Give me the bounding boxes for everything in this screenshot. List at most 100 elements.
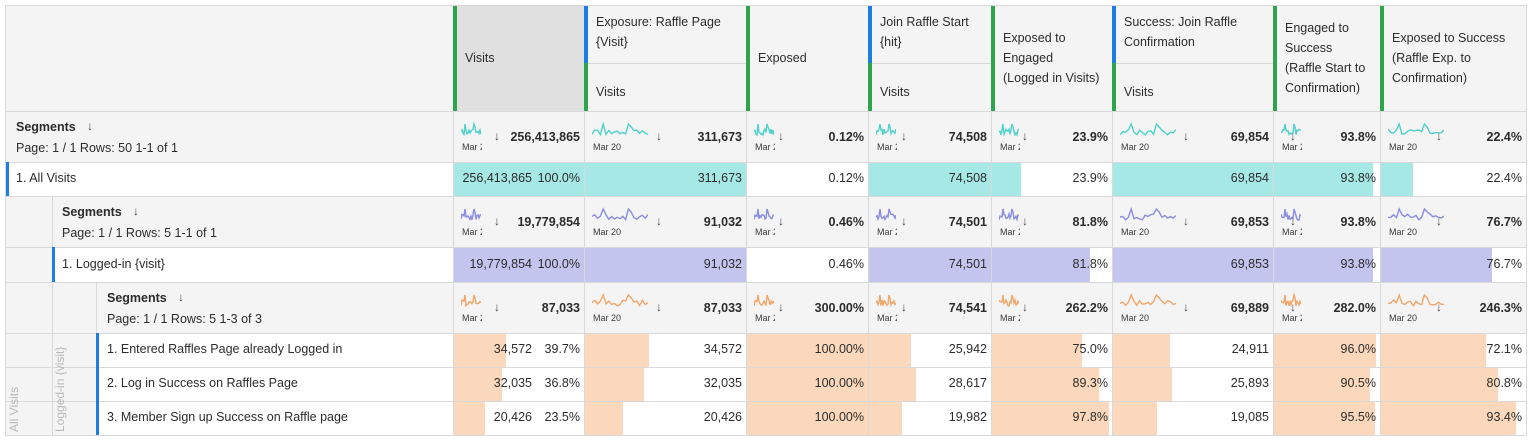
value-bar xyxy=(869,402,902,435)
cell-value: 256,413,865 xyxy=(462,171,532,185)
column-total: 69,854 xyxy=(1230,130,1269,144)
sort-arrow-icon[interactable]: ↓ xyxy=(494,129,500,143)
value-bar xyxy=(585,163,746,196)
sparkline[interactable] xyxy=(461,206,481,224)
sparkline[interactable] xyxy=(1388,121,1444,139)
cell-value: 81.8% xyxy=(1072,256,1108,271)
segments-title[interactable]: Segments xyxy=(16,120,76,134)
value-bar xyxy=(992,402,1109,435)
sparkline[interactable] xyxy=(999,121,1019,139)
sparkline[interactable] xyxy=(1281,121,1301,139)
value-bar xyxy=(1381,248,1492,282)
sort-arrow-icon[interactable]: ↓ xyxy=(656,214,662,228)
sort-arrow-icon[interactable]: ↓ xyxy=(494,300,500,314)
pagination-info[interactable]: Page: 1 / 1 Rows: 50 1-1 of 1 xyxy=(16,141,178,155)
sort-arrow-icon[interactable]: ↓ xyxy=(656,129,662,143)
row-label[interactable]: 1. Logged-in {visit} xyxy=(62,256,165,271)
sort-arrow-icon[interactable]: ↓ xyxy=(178,290,184,304)
sort-arrow-icon[interactable]: ↓ xyxy=(901,129,907,143)
column-segment-title[interactable]: Exposure: Raffle Page {Visit} xyxy=(596,15,721,49)
cell-value: 100.00% xyxy=(814,376,864,390)
sparkline[interactable] xyxy=(1388,292,1444,310)
sparkline[interactable] xyxy=(876,206,896,224)
column-segment-title[interactable]: Join Raffle Start {hit} xyxy=(880,15,969,49)
sparkline[interactable] xyxy=(1281,292,1301,310)
sparkline-date: Mar 20 xyxy=(1121,313,1150,323)
column-drag-handle[interactable] xyxy=(453,5,457,111)
grid-line xyxy=(5,196,1526,197)
sort-arrow-icon[interactable]: ↓ xyxy=(494,214,500,228)
sparkline[interactable] xyxy=(461,292,481,310)
column-metric-title[interactable]: Visits xyxy=(880,85,910,99)
sort-arrow-icon[interactable]: ↓ xyxy=(1183,214,1189,228)
sort-arrow-icon[interactable]: ↓ xyxy=(1290,300,1296,314)
sort-arrow-icon[interactable]: ↓ xyxy=(778,214,784,228)
value-bar xyxy=(454,248,584,282)
sort-arrow-icon[interactable]: ↓ xyxy=(656,300,662,314)
column-segment-title[interactable]: Success: Join Raffle Confirmation xyxy=(1124,15,1238,49)
sparkline-date: Mar 20 xyxy=(593,142,622,152)
sort-arrow-icon[interactable]: ↓ xyxy=(778,129,784,143)
column-drag-handle[interactable] xyxy=(991,5,995,111)
sparkline[interactable] xyxy=(754,292,774,310)
sort-arrow-icon[interactable]: ↓ xyxy=(1436,129,1442,143)
sparkline[interactable] xyxy=(1120,292,1176,310)
divider xyxy=(1116,63,1273,64)
sort-arrow-icon[interactable]: ↓ xyxy=(1290,214,1296,228)
column-drag-handle[interactable] xyxy=(746,5,750,111)
column-metric-title[interactable]: Visits xyxy=(465,51,495,65)
sparkline[interactable] xyxy=(876,292,896,310)
sparkline-date: Mar 20 xyxy=(1389,142,1418,152)
sparkline[interactable] xyxy=(592,206,648,224)
sparkline[interactable] xyxy=(1281,206,1301,224)
column-drag-handle[interactable] xyxy=(1380,5,1384,111)
sparkline[interactable] xyxy=(876,121,896,139)
column-total: 311,673 xyxy=(697,130,743,144)
sparkline-date: Mar 20 xyxy=(1389,313,1418,323)
sort-arrow-icon[interactable]: ↓ xyxy=(87,119,93,133)
sparkline[interactable] xyxy=(592,121,648,139)
sort-arrow-icon[interactable]: ↓ xyxy=(901,300,907,314)
column-drag-handle[interactable] xyxy=(1273,5,1277,111)
segments-title[interactable]: Segments xyxy=(107,291,167,305)
sparkline[interactable] xyxy=(461,121,481,139)
pagination-info[interactable]: Page: 1 / 1 Rows: 5 1-3 of 3 xyxy=(107,312,262,326)
column-metric-title[interactable]: Exposed xyxy=(758,51,807,65)
sort-arrow-icon[interactable]: ↓ xyxy=(1436,214,1442,228)
sparkline[interactable] xyxy=(592,292,648,310)
sparkline[interactable] xyxy=(999,206,1019,224)
sort-arrow-icon[interactable]: ↓ xyxy=(778,300,784,314)
sparkline[interactable] xyxy=(1388,206,1444,224)
sorted-column-header[interactable] xyxy=(453,5,584,111)
column-metric-title[interactable]: Visits xyxy=(1124,85,1154,99)
column-metric-title[interactable]: Exposed to Success (Raffle Exp. to Confi… xyxy=(1392,31,1506,85)
pagination-info[interactable]: Page: 1 / 1 Rows: 5 1-1 of 1 xyxy=(62,226,217,240)
sparkline[interactable] xyxy=(1120,121,1176,139)
value-bar xyxy=(585,248,746,282)
row-label[interactable]: 3. Member Sign up Success on Raffle page xyxy=(107,410,348,424)
column-metric-title[interactable]: Engaged to Success (Raffle Start to Conf… xyxy=(1285,21,1366,95)
row-label[interactable]: 2. Log in Success on Raffles Page xyxy=(107,376,298,390)
sort-arrow-icon[interactable]: ↓ xyxy=(1183,300,1189,314)
segments-title[interactable]: Segments xyxy=(62,205,122,219)
row-label[interactable]: 1. Entered Raffles Page already Logged i… xyxy=(107,342,343,356)
row-percent: 36.8% xyxy=(544,376,580,390)
sort-arrow-icon[interactable]: ↓ xyxy=(1436,300,1442,314)
sort-arrow-icon[interactable]: ↓ xyxy=(133,204,139,218)
column-metric-title[interactable]: Visits xyxy=(596,85,626,99)
sort-arrow-icon[interactable]: ↓ xyxy=(1022,129,1028,143)
sort-arrow-icon[interactable]: ↓ xyxy=(1290,129,1296,143)
sort-arrow-icon[interactable]: ↓ xyxy=(1183,129,1189,143)
sparkline-date: Mar 20 xyxy=(593,227,622,237)
sort-arrow-icon[interactable]: ↓ xyxy=(1022,214,1028,228)
row-label[interactable]: 1. All Visits xyxy=(16,171,77,185)
column-metric-title[interactable]: Exposed to Engaged (Logged in Visits) xyxy=(1003,31,1100,85)
sparkline[interactable] xyxy=(754,206,774,224)
sparkline[interactable] xyxy=(1120,206,1176,224)
row-accent xyxy=(6,162,9,196)
sparkline[interactable] xyxy=(754,121,774,139)
cell-value: 34,572 xyxy=(493,342,532,356)
sparkline[interactable] xyxy=(999,292,1019,310)
sort-arrow-icon[interactable]: ↓ xyxy=(901,214,907,228)
sort-arrow-icon[interactable]: ↓ xyxy=(1022,300,1028,314)
